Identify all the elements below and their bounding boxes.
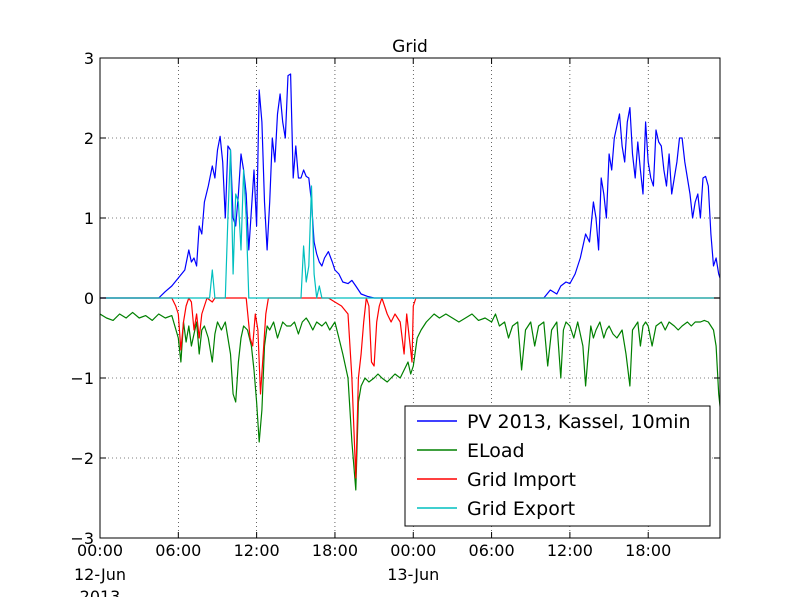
x-tick-label: 06:00 [155, 541, 201, 560]
x-tick-year-label: 2013 [80, 587, 121, 597]
legend-label: PV 2013, Kassel, 10min [467, 411, 691, 433]
y-tick-label: 0 [84, 289, 94, 308]
legend-label: ELoad [467, 440, 525, 462]
axis-ticks: −3 −2 −1 0 1 2 3 00:00 06:00 12:00 18:00 00:00 06:00… [70, 49, 720, 597]
x-tick-date-label: 12-Jun [74, 565, 126, 584]
x-tick-label: 06:00 [469, 541, 515, 560]
series-lines [100, 73, 720, 491]
y-tick-label: −2 [70, 449, 94, 468]
series-line-eload [100, 311, 720, 491]
legend-label: Grid Import [467, 469, 576, 491]
x-tick-label: 18:00 [312, 541, 358, 560]
x-tick-label: 18:00 [625, 541, 671, 560]
x-tick-label: 00:00 [77, 541, 123, 560]
legend-entries: PV 2013, Kassel, 10min ELoad Grid Import Gr… [417, 411, 691, 520]
y-tick-label: 1 [84, 209, 94, 228]
y-tick-label: −1 [70, 369, 94, 388]
x-tick-label: 12:00 [234, 541, 280, 560]
y-tick-label: 2 [84, 129, 94, 148]
x-tick-label: 12:00 [547, 541, 593, 560]
y-tick-label: −3 [70, 529, 94, 548]
x-tick-date-label: 13-Jun [387, 565, 439, 584]
legend-box [404, 405, 711, 527]
y-tick-label: 3 [84, 49, 94, 68]
series-line-pv-2013-kassel-10min [100, 73, 720, 299]
legend-label: Grid Export [467, 498, 575, 520]
series-line-grid-export [100, 149, 720, 299]
x-tick-label: 00:00 [390, 541, 436, 560]
chart-title: Grid [392, 37, 428, 57]
legend: PV 2013, Kassel, 10min ELoad Grid Import Gr… [404, 405, 711, 527]
